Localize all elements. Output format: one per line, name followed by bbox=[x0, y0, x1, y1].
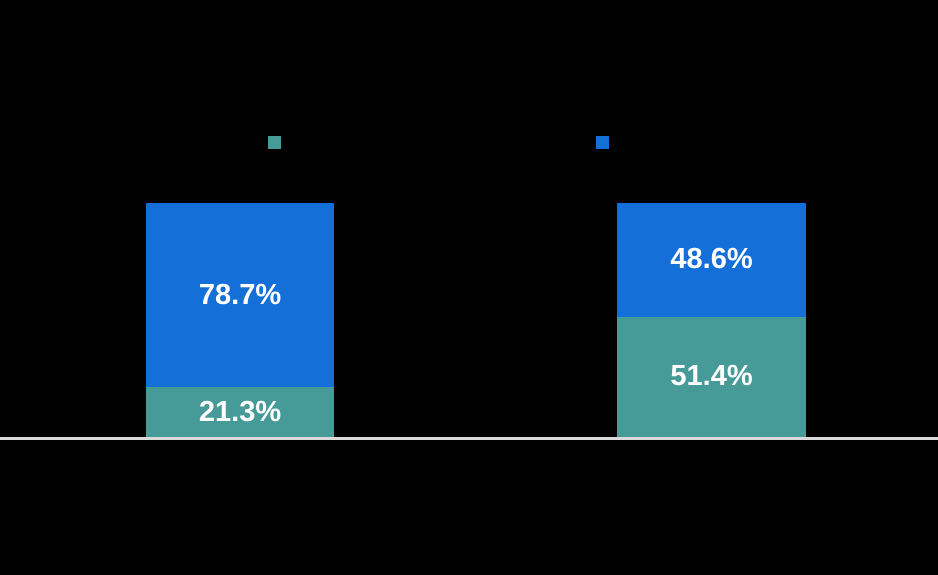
segment-label: 48.6% bbox=[670, 243, 753, 276]
bar-1-segment-teal[interactable]: 21.3% bbox=[146, 387, 334, 437]
legend-swatch-teal-icon[interactable] bbox=[268, 136, 281, 149]
segment-label: 51.4% bbox=[670, 360, 753, 393]
bar-2-segment-teal[interactable]: 51.4% bbox=[617, 316, 806, 437]
stacked-bar-1: 78.7% 21.3% bbox=[146, 203, 334, 437]
segment-label: 78.7% bbox=[198, 278, 282, 311]
segment-label: 21.3% bbox=[198, 395, 282, 428]
x-axis-line bbox=[0, 437, 938, 440]
stacked-bar-2: 48.6% 51.4% bbox=[617, 203, 806, 437]
bar-2-segment-blue[interactable]: 48.6% bbox=[617, 203, 806, 317]
bar-1-segment-blue[interactable]: 78.7% bbox=[146, 203, 334, 388]
legend-swatch-blue-icon[interactable] bbox=[596, 136, 609, 149]
